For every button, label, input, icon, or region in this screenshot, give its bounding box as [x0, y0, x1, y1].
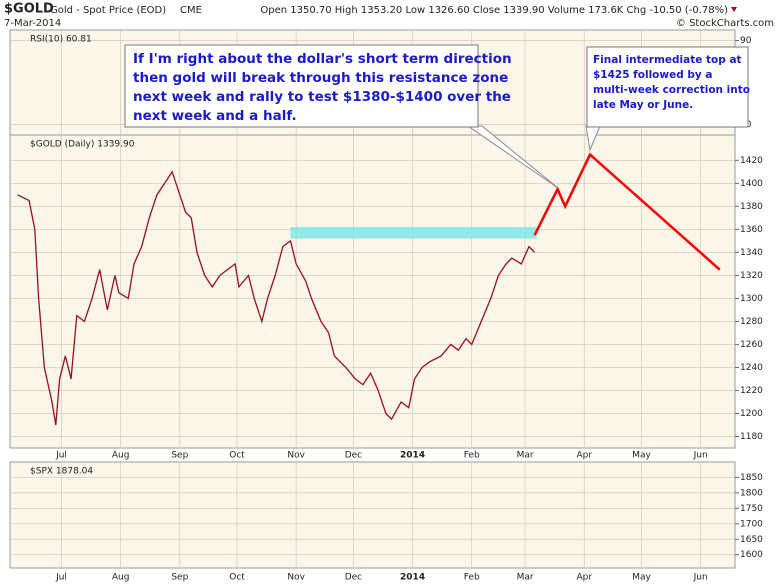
y-tick-label: 1300	[740, 294, 763, 304]
x-tick-label: Feb	[464, 451, 480, 461]
panel-label: $GOLD (Daily) 1339.90	[30, 140, 135, 150]
annotation-text: If I'm right about the dollar's short te…	[133, 51, 512, 67]
annotation-box	[124, 44, 479, 128]
annotation-text: multi-week correction into	[593, 84, 750, 96]
y-tick-label: 1340	[740, 248, 763, 258]
y-tick-label: 1320	[740, 271, 763, 281]
y-tick-label: 1280	[740, 317, 763, 327]
y-tick-label: 90	[740, 36, 752, 46]
down-arrow	[731, 7, 737, 12]
price-line	[17, 170, 536, 426]
annotation-text: then gold will break through this resist…	[133, 70, 508, 86]
x-tick-label: Mar	[517, 451, 534, 461]
x-tick-label: Oct	[229, 573, 245, 583]
y-tick-label: 1360	[740, 225, 763, 235]
x-tick-label: 2014	[400, 451, 425, 461]
resistance-zone	[290, 227, 537, 239]
y-tick-label: 1220	[740, 386, 763, 396]
annotation-1	[124, 44, 559, 189]
y-tick-label: 1800	[740, 488, 763, 498]
y-tick-label: 1200	[740, 409, 763, 419]
y-tick-label: 1380	[740, 202, 763, 212]
annotation-text: $1425 followed by a	[593, 69, 712, 81]
x-tick-label: 2014	[400, 573, 425, 583]
x-tick-label: Sep	[171, 573, 188, 583]
annotation-text: next week and a half.	[133, 108, 297, 124]
y-tick-label: 1260	[740, 340, 763, 350]
projection-line	[533, 152, 721, 271]
instrument-name: Gold - Spot Price (EOD)	[50, 5, 166, 16]
x-tick-label: Dec	[345, 573, 362, 583]
x-tick-label: May	[632, 573, 651, 583]
x-tick-label: Apr	[576, 451, 592, 461]
annotation-text: late May or June.	[593, 99, 693, 111]
y-tick-label: 1850	[740, 473, 763, 483]
panel-label: RSI(10) 60.81	[30, 35, 92, 45]
y-tick-label: 1180	[740, 432, 763, 442]
y-tick-label: 1400	[740, 179, 763, 189]
x-tick-label: Jul	[55, 573, 67, 583]
y-tick-label: 1600	[740, 550, 763, 560]
y-tick-label: 1750	[740, 504, 763, 514]
annotation-text: next week and rally to test $1380-$1400 …	[133, 89, 511, 105]
x-tick-label: Sep	[171, 451, 188, 461]
x-tick-label: Aug	[112, 451, 130, 461]
panel-background	[9, 134, 736, 449]
x-tick-label: Apr	[576, 573, 592, 583]
y-tick-label: 1420	[740, 156, 763, 166]
panel-label: $SPX 1878.04	[30, 467, 93, 477]
x-tick-label: Nov	[287, 451, 305, 461]
stats: Open 1350.70 High 1353.20 Low 1326.60 Cl…	[260, 5, 728, 16]
x-tick-label: May	[632, 451, 651, 461]
x-tick-label: Jul	[55, 451, 67, 461]
exchange: CME	[180, 5, 202, 16]
y-tick-label: 1700	[740, 519, 763, 529]
annotation-box	[586, 46, 749, 128]
x-tick-label: Jun	[693, 451, 708, 461]
x-tick-label: Oct	[229, 451, 245, 461]
source: © StockCharts.com	[676, 18, 774, 29]
x-tick-label: Dec	[345, 451, 362, 461]
panel-background	[9, 461, 736, 569]
y-tick-label: 1240	[740, 363, 763, 373]
x-tick-label: Mar	[517, 573, 534, 583]
x-tick-label: Aug	[112, 573, 130, 583]
date: 7-Mar-2014	[4, 18, 61, 29]
annotation-text: Final intermediate top at	[593, 54, 742, 66]
annotation-2	[585, 46, 749, 152]
x-tick-label: Nov	[287, 573, 305, 583]
y-tick-label: 1650	[740, 535, 763, 545]
x-tick-label: Jun	[693, 573, 708, 583]
symbol: $GOLD	[4, 2, 54, 17]
x-tick-label: Feb	[464, 573, 480, 583]
